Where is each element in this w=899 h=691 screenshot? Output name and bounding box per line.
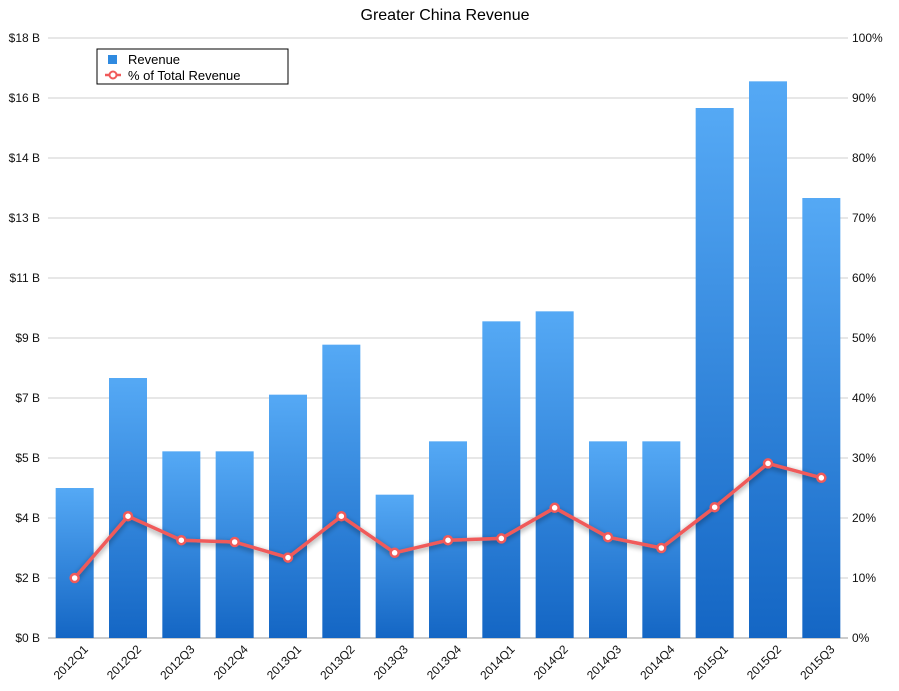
y-right-tick-label: 90%	[852, 91, 876, 105]
percent-point	[122, 510, 134, 522]
y-right-tick-label: 20%	[852, 511, 876, 525]
x-tick-label: 2012Q3	[157, 642, 197, 682]
revenue-bars	[55, 81, 841, 639]
y-left-tick-label: $11 B	[10, 271, 40, 285]
percent-point	[176, 534, 187, 546]
percent-point	[816, 472, 827, 484]
chart-title: Greater China Revenue	[361, 7, 530, 24]
y-right-tick-label: 0%	[852, 631, 870, 645]
y-left-tick-label: $2 B	[15, 571, 40, 585]
x-tick-label: 2012Q1	[51, 642, 91, 682]
revenue-bar	[109, 378, 147, 638]
revenue-bar	[482, 321, 521, 638]
percent-point	[282, 552, 294, 563]
revenue-bar	[535, 311, 574, 638]
y-left-tick-label: $18 B	[9, 31, 40, 45]
x-tick-label: 2013Q3	[371, 642, 411, 682]
revenue-bar	[749, 81, 787, 639]
revenue-bar	[322, 344, 361, 638]
x-tick-label: 2013Q2	[317, 642, 357, 682]
y-left-tick-label: $13 B	[9, 211, 40, 225]
revenue-bar	[802, 198, 841, 638]
y-right-tick-label: 50%	[852, 331, 876, 345]
y-left-tick-label: $4 B	[15, 511, 40, 525]
y-left-tick-label: $0 B	[15, 631, 40, 645]
percent-point	[762, 458, 774, 469]
x-tick-label: 2014Q1	[477, 642, 517, 682]
x-tick-label: 2015Q1	[691, 642, 731, 682]
percent-point	[549, 502, 560, 514]
y-left-tick-label: $16 B	[9, 91, 40, 105]
percent-point	[442, 534, 454, 546]
y-left-tick-label: $14 B	[9, 151, 40, 165]
y-right-tick-label: 100%	[852, 31, 883, 45]
x-tick-label: 2014Q4	[637, 642, 677, 682]
x-tick-label: 2012Q2	[104, 642, 144, 682]
percent-point	[69, 572, 80, 584]
percent-point	[229, 536, 240, 548]
legend-revenue-swatch	[108, 55, 117, 64]
y-right-tick-label: 30%	[852, 451, 876, 465]
y-right-tick-label: 10%	[852, 571, 876, 585]
y-right-tick-label: 70%	[852, 211, 876, 225]
y-left-tick-label: $7 B	[15, 391, 40, 405]
y-left-tick-label: $5 B	[15, 451, 40, 465]
y-right-tick-label: 80%	[852, 151, 876, 165]
y-left-tick-label: $9 B	[15, 331, 40, 345]
percent-point	[336, 510, 347, 522]
x-tick-label: 2014Q3	[584, 642, 624, 682]
x-tick-label: 2013Q4	[424, 642, 464, 682]
x-tick-label: 2015Q3	[797, 642, 837, 682]
percent-point	[389, 547, 400, 559]
percent-point	[656, 542, 667, 554]
x-tick-label: 2013Q1	[264, 642, 304, 682]
percent-point	[709, 501, 720, 513]
x-tick-label: 2015Q2	[744, 642, 784, 682]
x-tick-label: 2012Q4	[211, 642, 251, 682]
y-right-tick-label: 40%	[852, 391, 876, 405]
legend-percent-marker	[108, 70, 118, 80]
legend: Revenue % of Total Revenue	[96, 48, 289, 85]
percent-point	[602, 531, 614, 543]
legend-percent-label: % of Total Revenue	[128, 68, 241, 83]
percent-point	[496, 533, 507, 544]
y-right-tick-label: 60%	[852, 271, 876, 285]
x-tick-label: 2014Q2	[531, 642, 571, 682]
percent-line	[69, 458, 827, 584]
legend-box	[96, 48, 289, 85]
revenue-bar	[375, 494, 414, 638]
revenue-bar	[269, 394, 307, 638]
revenue-bar	[695, 108, 734, 638]
legend-revenue-label: Revenue	[128, 52, 180, 67]
